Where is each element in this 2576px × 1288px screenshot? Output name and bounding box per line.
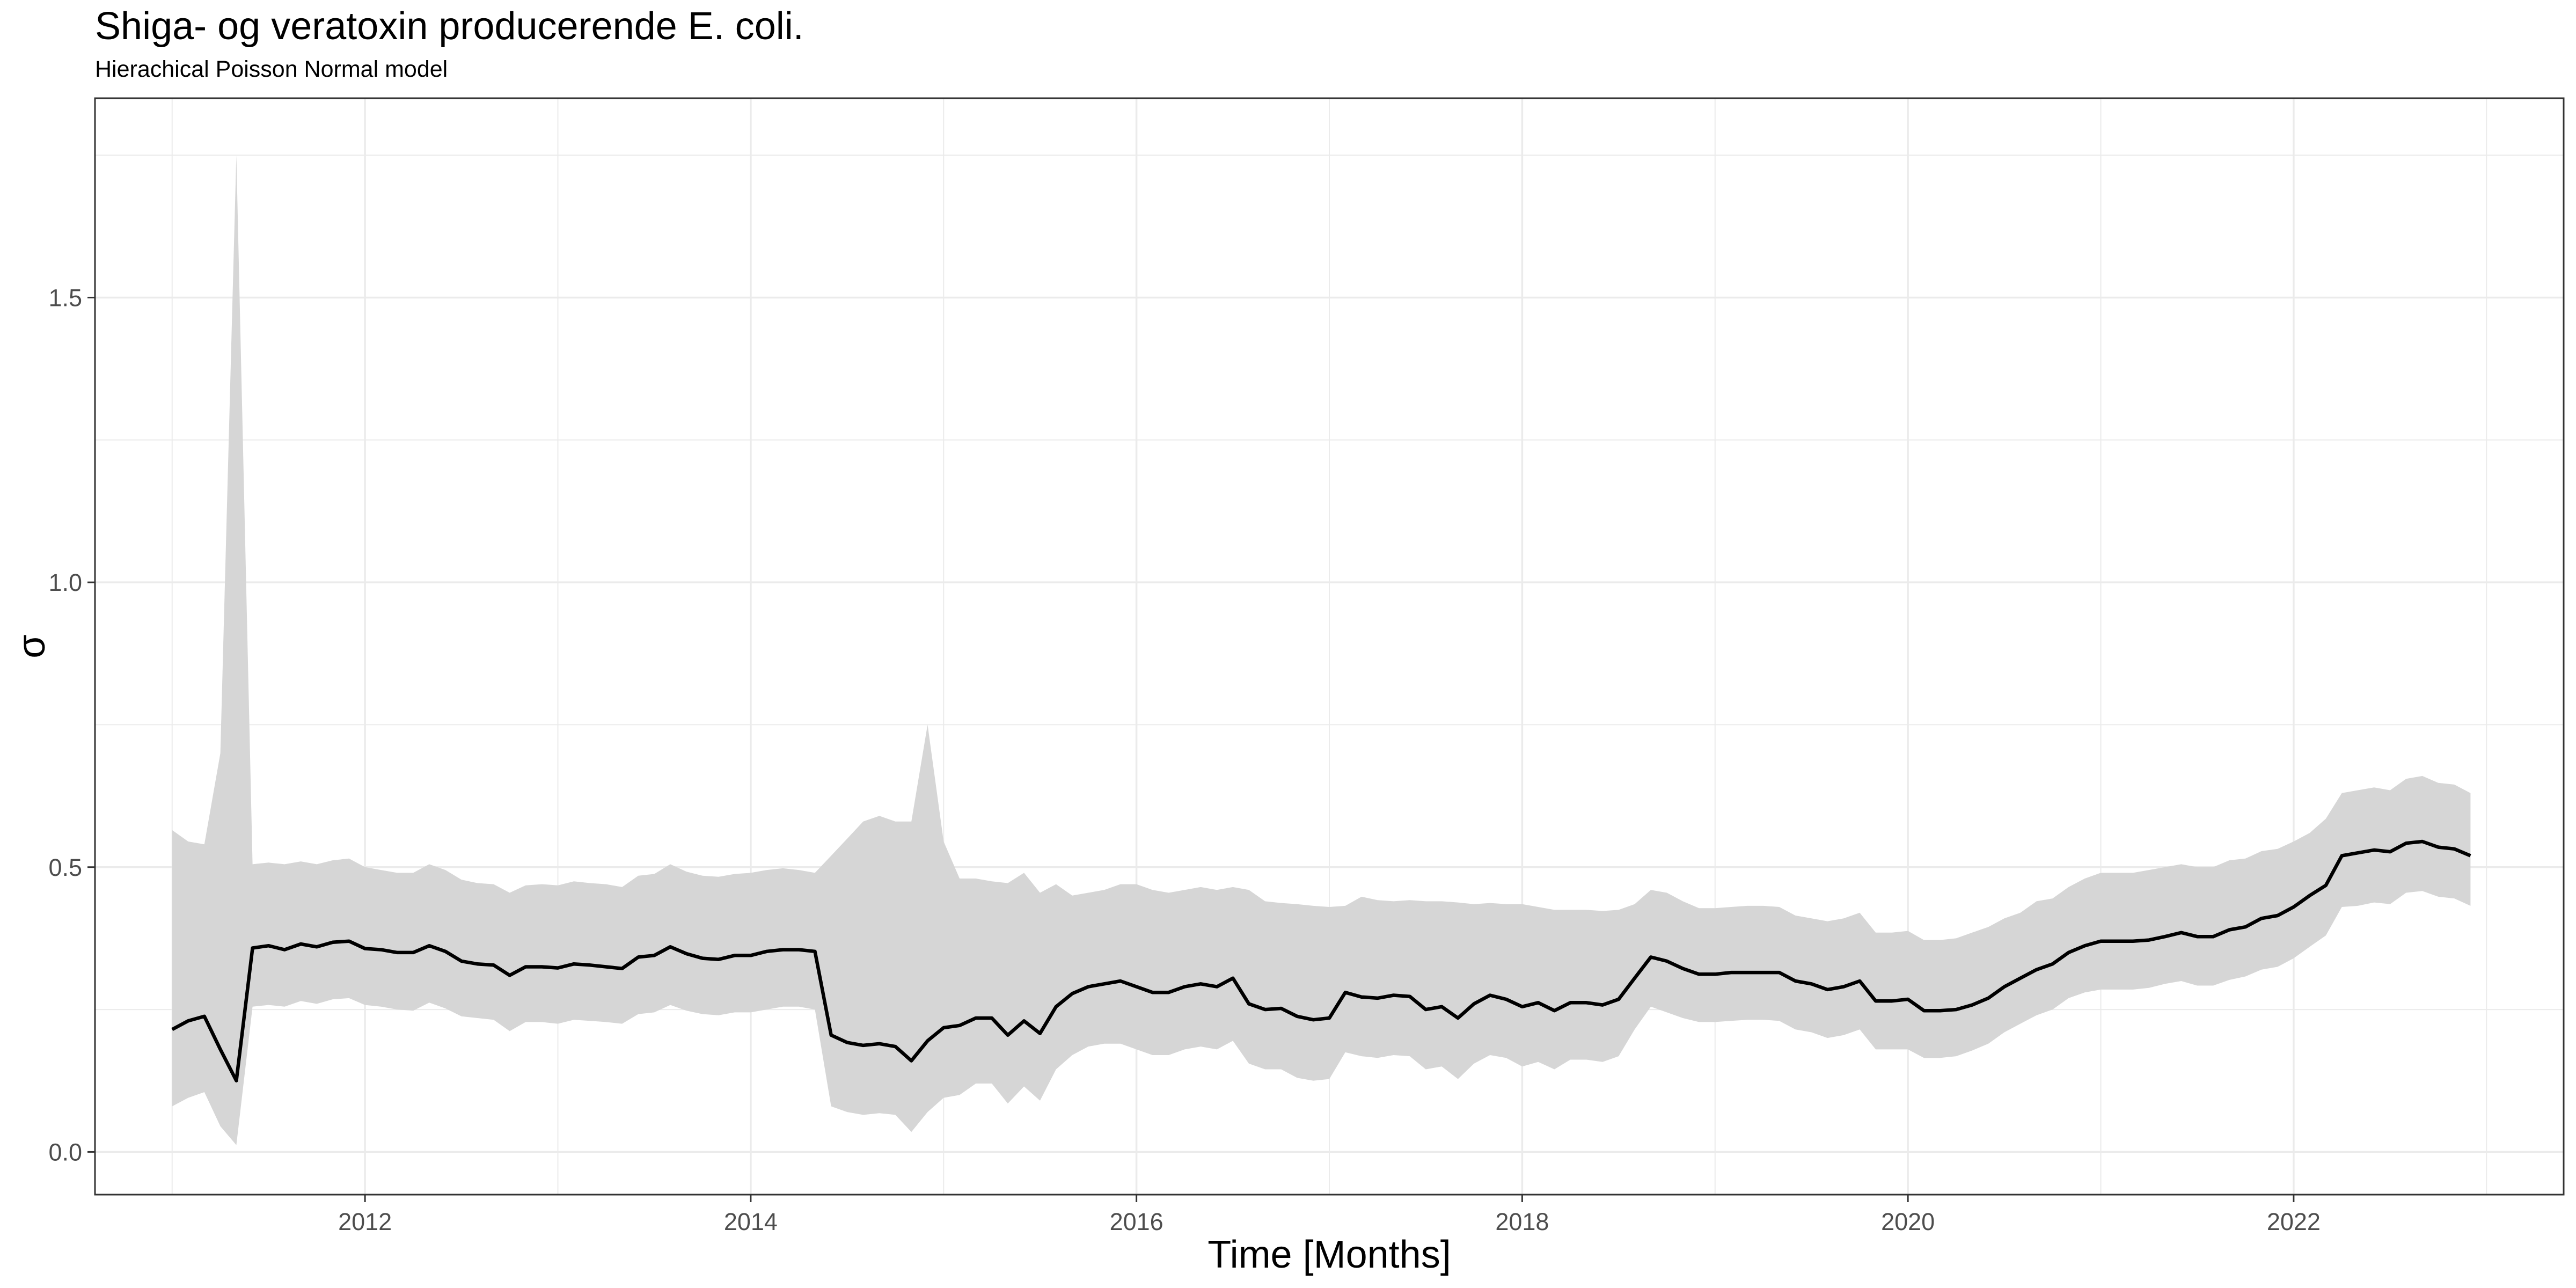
credible-interval-band [172,155,2471,1145]
x-axis-title: Time [Months] [1208,1233,1451,1276]
x-axis-ticks: 2012 2014 2016 2018 2020 2022 [338,1195,2321,1235]
chart-title: Shiga- og veratoxin producerende E. coli… [95,5,804,48]
chart-subtitle: Hierachical Poisson Normal model [95,56,448,82]
x-tick-label-4: 2020 [1881,1208,1935,1235]
panel-border [94,97,2565,1196]
x-tick-label-5: 2022 [2267,1208,2321,1235]
x-tick-label-1: 2014 [724,1208,778,1235]
y-tick-label-2: 1.0 [48,569,82,596]
y-axis-ticks: 0.0 0.5 1.0 1.5 [48,284,95,1166]
y-tick-label-3: 1.5 [48,284,82,311]
median-sigma-line [171,839,2471,1082]
y-tick-label-1: 0.5 [48,854,82,881]
y-axis-title: σ [10,634,53,658]
x-tick-label-3: 2018 [1495,1208,1549,1235]
y-tick-label-0: 0.0 [48,1138,82,1166]
x-tick-label-0: 2012 [338,1208,392,1235]
x-tick-label-2: 2016 [1110,1208,1163,1235]
